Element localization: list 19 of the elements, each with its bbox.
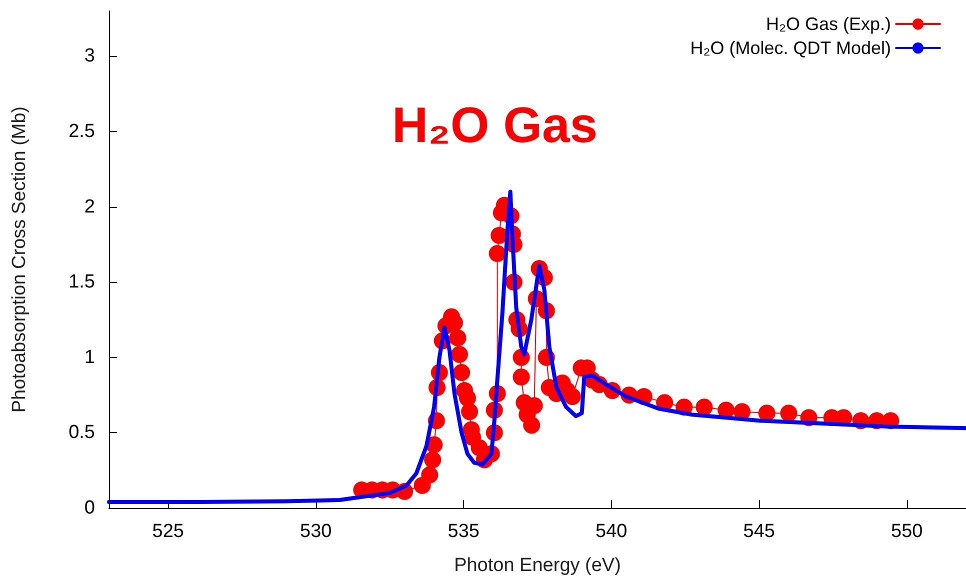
x-tick-label: 525 bbox=[152, 521, 184, 542]
line-series bbox=[107, 190, 966, 504]
y-tick-label: 1 bbox=[84, 346, 95, 368]
x-tick-label: 550 bbox=[891, 521, 923, 542]
x-tick-label: 540 bbox=[596, 521, 628, 542]
x-tick-label: 545 bbox=[743, 521, 775, 542]
y-axis-title: Photoabsorption Cross Section (Mb) bbox=[9, 106, 30, 413]
x-tick-label: 535 bbox=[448, 521, 480, 542]
y-tick-label: 3 bbox=[84, 46, 95, 67]
x-tick-label: 530 bbox=[300, 521, 332, 542]
annotation: H₂O Gas bbox=[392, 97, 598, 153]
legend-label: H₂O Gas (Exp.) bbox=[766, 14, 891, 34]
y-tick-label: 0 bbox=[84, 498, 95, 518]
y-tick-label: 0.5 bbox=[68, 422, 95, 444]
y-tick-label: 2.5 bbox=[68, 120, 95, 142]
y-tick-label: 2 bbox=[84, 196, 95, 218]
y-tick-label: 1.5 bbox=[68, 272, 95, 293]
legend-label: H₂O (Molec. QDT Model) bbox=[690, 38, 891, 58]
x-axis-title: Photon Energy (eV) bbox=[454, 555, 621, 576]
